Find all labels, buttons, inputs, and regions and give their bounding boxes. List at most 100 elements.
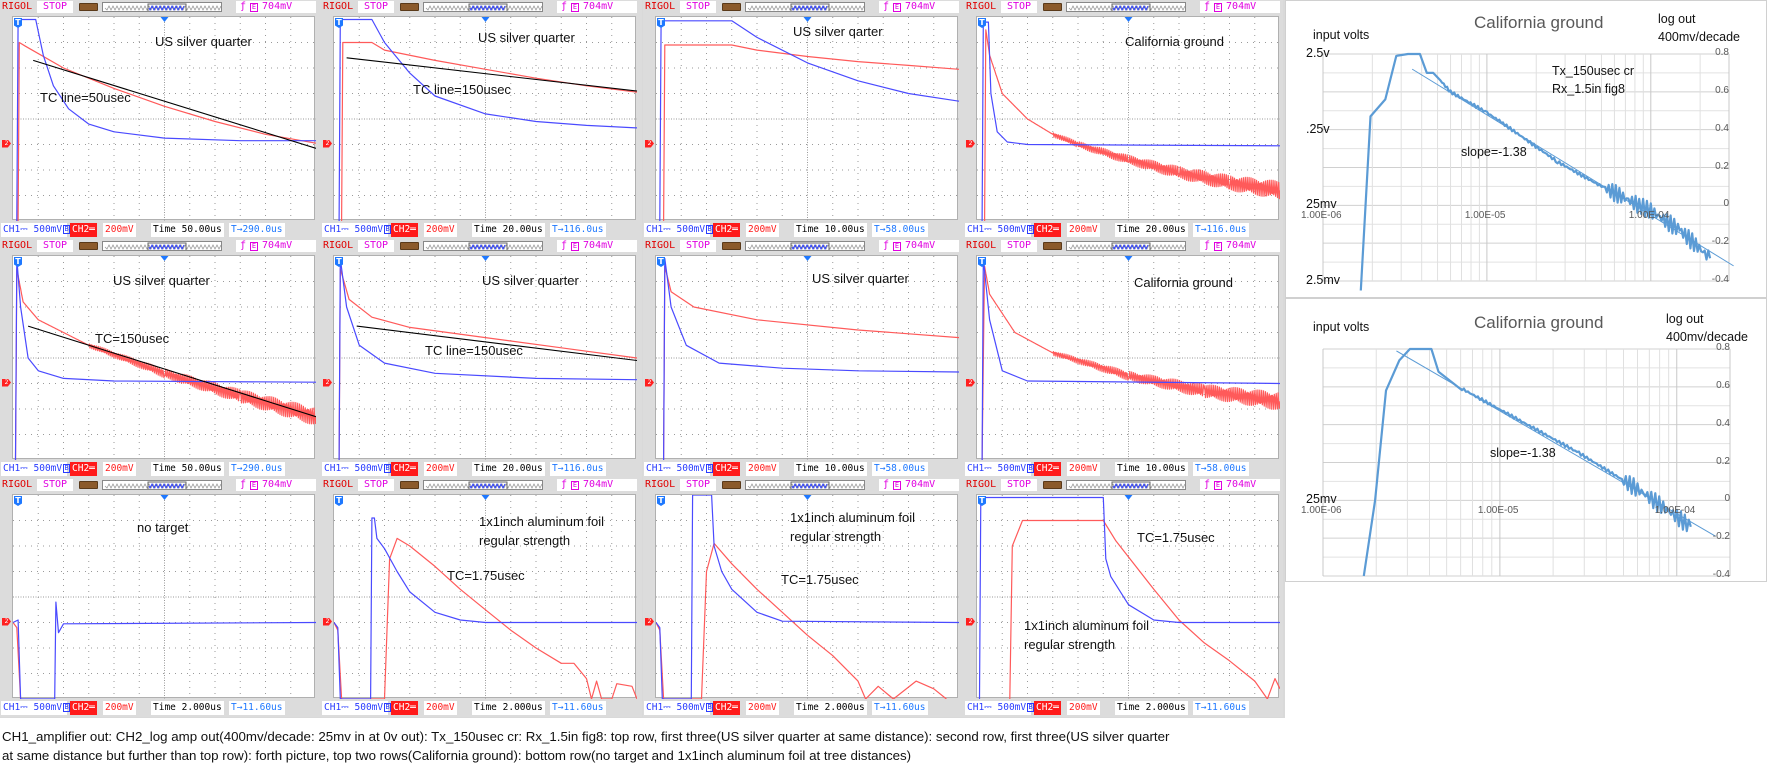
ch1-setting[interactable]: CH1⎓ 500mV B bbox=[322, 223, 392, 237]
trigger-status[interactable]: ƒ E 704mV bbox=[1200, 479, 1280, 491]
timebase-setting[interactable]: Time 50.00us bbox=[151, 223, 224, 237]
ch2-label-box[interactable]: CH2═ bbox=[713, 223, 740, 237]
run-stop-button[interactable]: STOP bbox=[1001, 240, 1038, 252]
trigger-offset[interactable]: T→58.00us bbox=[872, 462, 928, 476]
ch2-label-box[interactable]: CH2═ bbox=[713, 701, 740, 715]
run-stop-button[interactable]: STOP bbox=[1001, 1, 1038, 13]
memory-position-bar[interactable] bbox=[102, 241, 222, 251]
channel-offset-marker[interactable]: 2 bbox=[966, 378, 975, 387]
trigger-status[interactable]: ƒ E 704mV bbox=[879, 1, 959, 13]
trigger-status[interactable]: ƒ E 704mV bbox=[1200, 240, 1280, 252]
trigger-status[interactable]: ƒ E 704mV bbox=[557, 479, 637, 491]
ch1-setting[interactable]: CH1⎓ 500mV B bbox=[1, 701, 71, 715]
memory-position-bar[interactable] bbox=[423, 2, 543, 12]
trigger-status[interactable]: ƒ E 704mV bbox=[236, 1, 316, 13]
memory-position-bar[interactable] bbox=[1066, 241, 1186, 251]
timebase-setting[interactable]: Time 2.000us bbox=[472, 701, 545, 715]
trigger-status[interactable]: ƒ E 704mV bbox=[557, 1, 637, 13]
ch1-setting[interactable]: CH1⎓ 500mV B bbox=[965, 462, 1035, 476]
waveform-display[interactable]: T bbox=[655, 16, 959, 221]
ch2-scale[interactable]: 200mV bbox=[1067, 701, 1100, 715]
trigger-offset[interactable]: T→116.0us bbox=[550, 462, 606, 476]
waveform-display[interactable]: T bbox=[655, 494, 959, 699]
waveform-display[interactable]: T bbox=[333, 16, 637, 221]
run-stop-button[interactable]: STOP bbox=[358, 1, 395, 13]
trigger-offset[interactable]: T→11.60us bbox=[229, 701, 285, 715]
timebase-setting[interactable]: Time 20.00us bbox=[472, 462, 545, 476]
channel-offset-marker[interactable]: 2 bbox=[323, 617, 332, 626]
ch2-label-box[interactable]: CH2═ bbox=[70, 223, 97, 237]
memory-position-bar[interactable] bbox=[745, 2, 865, 12]
ch2-scale[interactable]: 200mV bbox=[1067, 223, 1100, 237]
run-stop-button[interactable]: STOP bbox=[37, 1, 74, 13]
memory-position-bar[interactable] bbox=[102, 2, 222, 12]
ch1-setting[interactable]: CH1⎓ 500mV B bbox=[644, 223, 714, 237]
ch2-scale[interactable]: 200mV bbox=[1067, 462, 1100, 476]
timebase-setting[interactable]: Time 2.000us bbox=[1115, 701, 1188, 715]
channel-offset-marker[interactable]: 2 bbox=[2, 139, 11, 148]
memory-position-bar[interactable] bbox=[423, 241, 543, 251]
waveform-display[interactable]: T bbox=[976, 255, 1280, 460]
waveform-display[interactable]: T bbox=[12, 494, 316, 699]
memory-position-bar[interactable] bbox=[423, 480, 543, 490]
trigger-offset[interactable]: T→58.00us bbox=[872, 223, 928, 237]
ch1-setting[interactable]: CH1⎓ 500mV B bbox=[322, 701, 392, 715]
memory-position-bar[interactable] bbox=[745, 480, 865, 490]
trigger-offset[interactable]: T→11.60us bbox=[1193, 701, 1249, 715]
ch2-scale[interactable]: 200mV bbox=[103, 223, 136, 237]
trigger-status[interactable]: ƒ E 704mV bbox=[236, 479, 316, 491]
ch2-label-box[interactable]: CH2═ bbox=[1034, 701, 1061, 715]
channel-offset-marker[interactable]: 2 bbox=[323, 378, 332, 387]
timebase-setting[interactable]: Time 10.00us bbox=[794, 223, 867, 237]
ch1-setting[interactable]: CH1⎓ 500mV B bbox=[965, 223, 1035, 237]
channel-offset-marker[interactable]: 2 bbox=[2, 617, 11, 626]
ch2-label-box[interactable]: CH2═ bbox=[1034, 462, 1061, 476]
ch2-scale[interactable]: 200mV bbox=[746, 223, 779, 237]
trigger-status[interactable]: ƒ E 704mV bbox=[879, 479, 959, 491]
trigger-status[interactable]: ƒ E 704mV bbox=[879, 240, 959, 252]
ch1-setting[interactable]: CH1⎓ 500mV B bbox=[644, 701, 714, 715]
run-stop-button[interactable]: STOP bbox=[1001, 479, 1038, 491]
waveform-display[interactable]: T bbox=[333, 255, 637, 460]
run-stop-button[interactable]: STOP bbox=[37, 240, 74, 252]
timebase-setting[interactable]: Time 2.000us bbox=[794, 701, 867, 715]
ch1-setting[interactable]: CH1⎓ 500mV B bbox=[1, 223, 71, 237]
timebase-setting[interactable]: Time 20.00us bbox=[1115, 223, 1188, 237]
ch1-setting[interactable]: CH1⎓ 500mV B bbox=[965, 701, 1035, 715]
ch2-label-box[interactable]: CH2═ bbox=[70, 701, 97, 715]
trigger-offset[interactable]: T→58.00us bbox=[1193, 462, 1249, 476]
waveform-display[interactable]: T bbox=[12, 16, 316, 221]
ch2-scale[interactable]: 200mV bbox=[746, 462, 779, 476]
ch1-setting[interactable]: CH1⎓ 500mV B bbox=[322, 462, 392, 476]
channel-offset-marker[interactable]: 2 bbox=[323, 139, 332, 148]
trigger-offset[interactable]: T→11.60us bbox=[872, 701, 928, 715]
waveform-display[interactable]: T bbox=[976, 494, 1280, 699]
channel-offset-marker[interactable]: 2 bbox=[966, 139, 975, 148]
timebase-setting[interactable]: Time 2.000us bbox=[151, 701, 224, 715]
trigger-offset[interactable]: T→11.60us bbox=[550, 701, 606, 715]
timebase-setting[interactable]: Time 10.00us bbox=[794, 462, 867, 476]
waveform-display[interactable]: T bbox=[976, 16, 1280, 221]
ch2-scale[interactable]: 200mV bbox=[424, 701, 457, 715]
run-stop-button[interactable]: STOP bbox=[358, 479, 395, 491]
timebase-setting[interactable]: Time 10.00us bbox=[1115, 462, 1188, 476]
ch2-scale[interactable]: 200mV bbox=[103, 462, 136, 476]
run-stop-button[interactable]: STOP bbox=[680, 479, 717, 491]
trigger-status[interactable]: ƒ E 704mV bbox=[557, 240, 637, 252]
waveform-display[interactable]: T bbox=[655, 255, 959, 460]
trigger-offset[interactable]: T→116.0us bbox=[550, 223, 606, 237]
ch2-scale[interactable]: 200mV bbox=[424, 223, 457, 237]
run-stop-button[interactable]: STOP bbox=[680, 1, 717, 13]
memory-position-bar[interactable] bbox=[102, 480, 222, 490]
channel-offset-marker[interactable]: 2 bbox=[645, 139, 654, 148]
memory-position-bar[interactable] bbox=[745, 241, 865, 251]
ch2-label-box[interactable]: CH2═ bbox=[70, 462, 97, 476]
ch1-setting[interactable]: CH1⎓ 500mV B bbox=[1, 462, 71, 476]
channel-offset-marker[interactable]: 2 bbox=[966, 617, 975, 626]
trigger-offset[interactable]: T→116.0us bbox=[1193, 223, 1249, 237]
trigger-offset[interactable]: T→290.0us bbox=[229, 462, 285, 476]
run-stop-button[interactable]: STOP bbox=[680, 240, 717, 252]
channel-offset-marker[interactable]: 2 bbox=[645, 378, 654, 387]
trigger-offset[interactable]: T→290.0us bbox=[229, 223, 285, 237]
ch2-label-box[interactable]: CH2═ bbox=[391, 462, 418, 476]
